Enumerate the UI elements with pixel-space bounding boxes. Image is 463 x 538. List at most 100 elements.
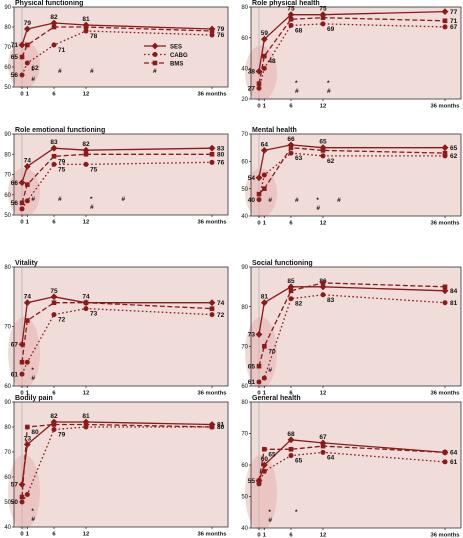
data-label: 66 (287, 136, 295, 143)
baseline-highlight (8, 316, 40, 389)
data-point (320, 21, 326, 27)
significance-mark: # (90, 68, 94, 75)
series-line (258, 17, 446, 84)
data-label: 71 (11, 42, 19, 49)
data-point (209, 306, 215, 311)
series-CABG: 61 72 73 72 (11, 306, 225, 378)
data-label: 64 (327, 454, 335, 461)
significance-mark: # (58, 196, 62, 203)
significance-mark: # (268, 367, 272, 374)
significance-mark: * (90, 196, 93, 203)
plot-area (14, 267, 228, 386)
y-tick-label: 50 (4, 500, 11, 506)
data-point (260, 299, 268, 307)
data-point (288, 150, 294, 156)
data-label: 68 (295, 27, 303, 34)
data-point (441, 144, 449, 152)
series-BMS: 65 (256, 443, 448, 484)
data-label: 83 (50, 139, 58, 146)
data-point (288, 22, 294, 28)
significance-mark: * (31, 508, 34, 515)
y-tick-label: 80 (241, 400, 248, 406)
x-tick-label: 6 (289, 104, 293, 110)
data-point (18, 41, 26, 49)
data-label: 68 (287, 431, 295, 438)
panel-title: Vitality (15, 260, 38, 267)
legend: SES CABG BMS (144, 42, 188, 67)
data-label: 60 (261, 456, 269, 463)
data-point (319, 283, 327, 291)
series-CABG: 56 62 71 78 76 (11, 28, 225, 79)
significance-mark: # (153, 68, 157, 75)
data-point (262, 186, 267, 191)
legend-marker (152, 60, 158, 66)
data-point (19, 54, 25, 60)
x-tick-label: 6 (289, 221, 293, 227)
data-label: 75 (58, 166, 66, 173)
data-point (442, 284, 448, 290)
data-point (83, 28, 89, 34)
significance-mark: # (268, 517, 272, 524)
data-point (260, 35, 268, 43)
data-point (255, 174, 263, 182)
significance-mark: # (327, 88, 331, 95)
y-tick-label: 60 (4, 384, 11, 390)
plot-area (251, 402, 461, 528)
data-point (319, 11, 327, 19)
significance-mark: # (295, 88, 299, 95)
x-tick-label: 12 (83, 391, 89, 397)
data-label: 55 (248, 478, 256, 485)
data-point (24, 198, 30, 204)
data-point (262, 446, 267, 452)
data-label: 56 (11, 200, 19, 207)
data-label: 40 (248, 197, 256, 204)
y-tick-label: 70 (4, 173, 11, 179)
significance-mark: # (31, 76, 35, 83)
x-tick-label: 6 (52, 220, 56, 226)
x-tick-label: 0 (20, 532, 23, 538)
y-tick-label: 40 (4, 525, 11, 531)
data-label: 69 (327, 26, 335, 33)
y-tick-label: 50 (4, 85, 11, 91)
x-tick-label: 36 months (431, 391, 460, 397)
data-label: 65 (268, 451, 276, 458)
data-point (442, 150, 448, 156)
data-point (209, 312, 215, 318)
data-label: 67 (319, 434, 327, 441)
data-label: 54 (248, 175, 256, 182)
data-label: 78 (90, 33, 98, 40)
data-label: 61 (11, 371, 19, 378)
y-tick-label: 70 (4, 450, 11, 456)
data-label: 83 (327, 297, 335, 304)
y-tick-label: 70 (4, 325, 11, 331)
data-label: 73 (248, 332, 256, 339)
y-tick-label: 80 (4, 25, 11, 31)
data-point (19, 206, 25, 212)
significance-mark: # (122, 196, 126, 203)
data-label: 74 (217, 300, 225, 307)
x-tick-label: 12 (83, 92, 89, 98)
data-label: 84 (450, 288, 458, 295)
series-BMS: 56 79 80 (11, 151, 225, 207)
data-label: 77 (450, 9, 458, 16)
significance-mark: # (268, 197, 272, 204)
series-line (258, 445, 446, 481)
plot-frame (250, 6, 462, 100)
data-label: 61 (248, 379, 256, 386)
series-SES: 38 59 75 75 77 (248, 6, 458, 76)
data-label: 62 (450, 153, 458, 160)
data-point (256, 379, 262, 385)
data-label: 75 (319, 6, 327, 13)
data-point (320, 443, 326, 449)
data-label: 50 (11, 499, 19, 506)
panel-title: Physical functioning (15, 0, 83, 7)
x-tick-label: 1 (263, 533, 267, 538)
data-point (255, 331, 263, 338)
data-label: 74 (24, 157, 32, 164)
plot-area (251, 7, 461, 99)
series-line (21, 423, 213, 498)
data-label: 65 (248, 363, 256, 370)
data-point (25, 318, 30, 323)
data-label: 75 (90, 166, 98, 173)
